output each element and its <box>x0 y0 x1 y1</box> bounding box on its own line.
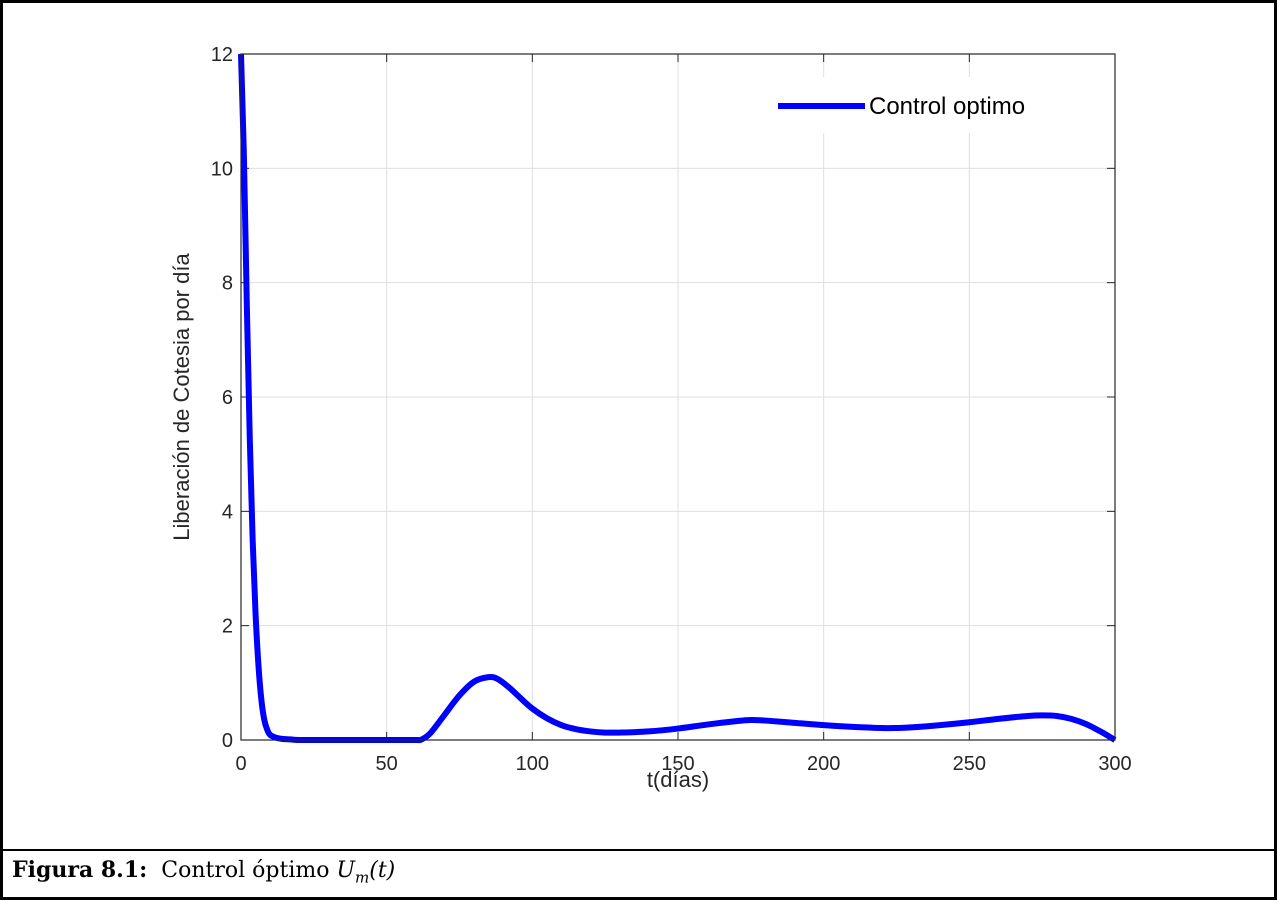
x-tick-label: 100 <box>516 753 549 775</box>
caption-label: Figura 8.1: <box>12 857 148 883</box>
figure-caption: Figura 8.1: Control óptimo Um(t) <box>12 857 395 886</box>
series-layer <box>238 53 1117 744</box>
y-tick-label: 0 <box>222 730 233 752</box>
plot-area-border <box>240 53 1116 741</box>
x-tick-label: 200 <box>807 753 840 775</box>
x-tick-label: 300 <box>1098 753 1131 775</box>
x-tick-label: 0 <box>235 753 246 775</box>
y-tick-label: 2 <box>222 616 233 638</box>
y-tick-label: 6 <box>222 387 233 409</box>
y-tick-label: 10 <box>211 158 233 180</box>
y-tick-label: 8 <box>222 273 233 295</box>
y-axis-label: Liberación de Cotesia por día <box>169 253 194 541</box>
y-tick-label: 4 <box>222 501 233 523</box>
legend-label: Control optimo <box>869 93 1025 120</box>
x-tick-label: 150 <box>661 753 694 775</box>
x-axis-label: t(días) <box>647 767 709 792</box>
axis-tick-labels: 0 50 100 150 200 250 300 0 2 4 6 8 10 12 <box>211 44 1132 775</box>
legend: Control optimo <box>761 77 1089 133</box>
x-tick-label: 50 <box>376 753 398 775</box>
y-tick-label: 12 <box>211 44 233 66</box>
caption-math: Um(t) <box>336 858 396 887</box>
x-tick-label: 250 <box>953 753 986 775</box>
caption-divider <box>3 849 1277 851</box>
chart: 0 50 100 150 200 250 300 0 2 4 6 8 10 12 t(días) Libe… <box>169 44 1132 792</box>
caption-text: Control óptimo <box>161 858 330 883</box>
series-line-control-optimo <box>238 53 1117 744</box>
